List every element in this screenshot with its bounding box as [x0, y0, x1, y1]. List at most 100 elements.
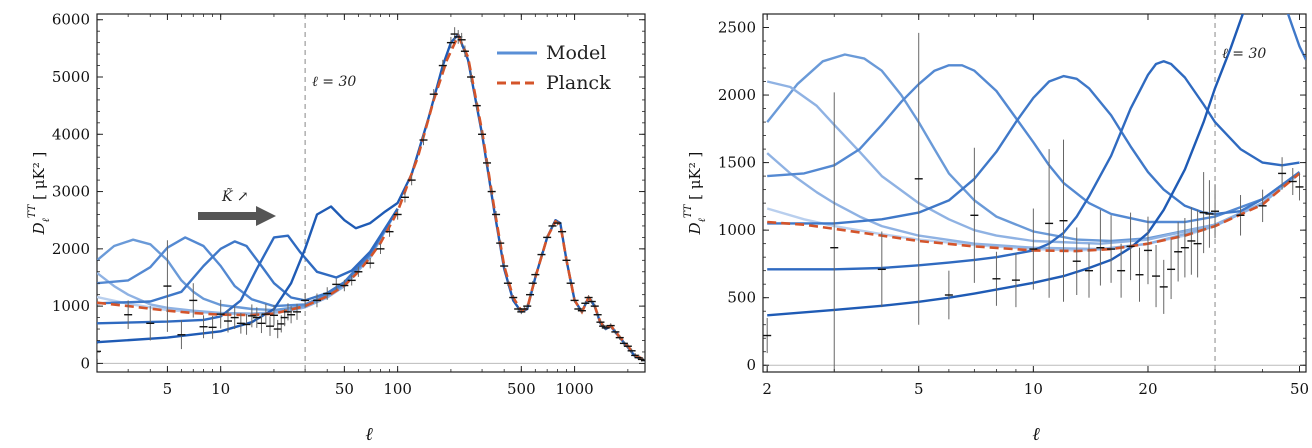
left-planck-curve: [97, 32, 645, 362]
data-point: [1096, 209, 1105, 286]
left-y-axis-label: DℓTT [ μK² ]: [27, 152, 52, 236]
left-panel: 0 1000 2000 3000 4000 5000 6000 5 10 50 100 500 1000…: [27, 11, 646, 445]
data-point: [454, 30, 463, 44]
model-curve-4: [97, 208, 399, 305]
data-point: [224, 309, 233, 333]
data-point: [467, 71, 476, 83]
data-point: [531, 272, 540, 277]
data-point: [1029, 208, 1038, 290]
data-point: [312, 293, 321, 308]
model-curve-6: [767, 60, 1300, 271]
data-point: [273, 319, 282, 339]
data-point: [1236, 195, 1245, 236]
data-point: [97, 343, 101, 359]
k-arrow-shaft: [198, 212, 258, 220]
data-point: [1295, 173, 1304, 201]
data-point: [163, 240, 172, 332]
data-point: [236, 313, 245, 334]
x-tick-label: 5: [163, 380, 173, 398]
data-point: [1107, 215, 1116, 283]
left-axis-ticks: 0 1000 2000 3000 4000 5000 6000 5 10 50 100 500 1000: [52, 11, 645, 398]
data-point: [177, 320, 186, 350]
y-tick-label: 5000: [52, 68, 90, 86]
planck-curve: [767, 172, 1301, 253]
data-point: [528, 280, 537, 286]
data-point: [460, 45, 469, 57]
data-point: [287, 306, 296, 324]
data-point: [393, 209, 402, 220]
data-point: [1117, 243, 1126, 298]
x-tick-label: 2: [762, 380, 772, 398]
data-point: [570, 298, 579, 303]
data-point: [247, 304, 256, 328]
data-point: [1011, 253, 1020, 308]
data-point: [566, 280, 575, 286]
y-tick-label: 3000: [52, 183, 90, 201]
x-tick-label: 1000: [555, 380, 593, 398]
model-curve-5: [767, 74, 1301, 225]
data-point: [323, 287, 332, 300]
left-x-axis-label: ℓ: [365, 424, 373, 445]
data-point: [492, 211, 501, 218]
data-point: [457, 32, 466, 47]
right-planck-curve: [767, 172, 1301, 253]
x-tick-label: 50: [335, 380, 354, 398]
data-point: [631, 353, 640, 358]
data-point: [526, 292, 535, 297]
data-point: [587, 299, 596, 304]
data-point: [1211, 184, 1220, 239]
data-point: [543, 235, 552, 240]
data-point: [548, 223, 557, 229]
x-tick-label: 10: [211, 380, 230, 398]
data-point: [581, 300, 590, 306]
data-point: [619, 341, 628, 346]
data-point: [332, 278, 341, 291]
data-point: [301, 292, 310, 308]
right-data-points: [763, 32, 1304, 372]
data-point: [562, 258, 571, 263]
data-point: [593, 312, 602, 318]
data-point: [992, 251, 1001, 306]
model-curve-3: [97, 208, 399, 308]
x-tick-label: 500: [507, 380, 536, 398]
data-point: [914, 32, 923, 325]
data-point: [242, 314, 251, 335]
data-point: [558, 229, 567, 234]
left-vline-label: ℓ = 30: [312, 74, 356, 90]
k-arrow: K̃ ↗: [198, 187, 276, 226]
right-plot-frame: [762, 13, 1307, 373]
y-tick-label: 2000: [52, 240, 90, 258]
data-point: [376, 243, 385, 255]
legend-planck-label: Planck: [546, 72, 611, 94]
data-point: [500, 263, 509, 269]
data-point: [1167, 239, 1176, 300]
data-point: [584, 295, 593, 300]
data-point: [340, 279, 349, 292]
x-tick-label: 100: [383, 380, 412, 398]
data-point: [269, 304, 278, 326]
model-curve-1: [97, 208, 399, 315]
data-point: [450, 27, 459, 41]
data-point: [199, 315, 208, 339]
data-point: [877, 231, 886, 308]
y-tick-label: 1500: [718, 154, 756, 172]
y-tick-label: 2500: [718, 19, 756, 37]
y-tick-label: 0: [80, 354, 90, 372]
y-tick-label: 500: [727, 289, 756, 307]
data-point: [606, 323, 615, 328]
y-tick-label: 4000: [52, 125, 90, 143]
data-point: [577, 308, 586, 314]
data-point: [189, 283, 198, 318]
data-point: [146, 306, 155, 341]
x-tick-label: 5: [914, 380, 924, 398]
y-tick-label: 2000: [718, 86, 756, 104]
data-point: [601, 325, 610, 331]
data-point: [1084, 243, 1093, 298]
data-point: [1045, 149, 1054, 298]
data-point: [261, 303, 270, 325]
data-point: [627, 348, 636, 354]
data-point: [208, 315, 217, 339]
data-point: [1174, 222, 1183, 282]
data-point: [347, 275, 356, 286]
